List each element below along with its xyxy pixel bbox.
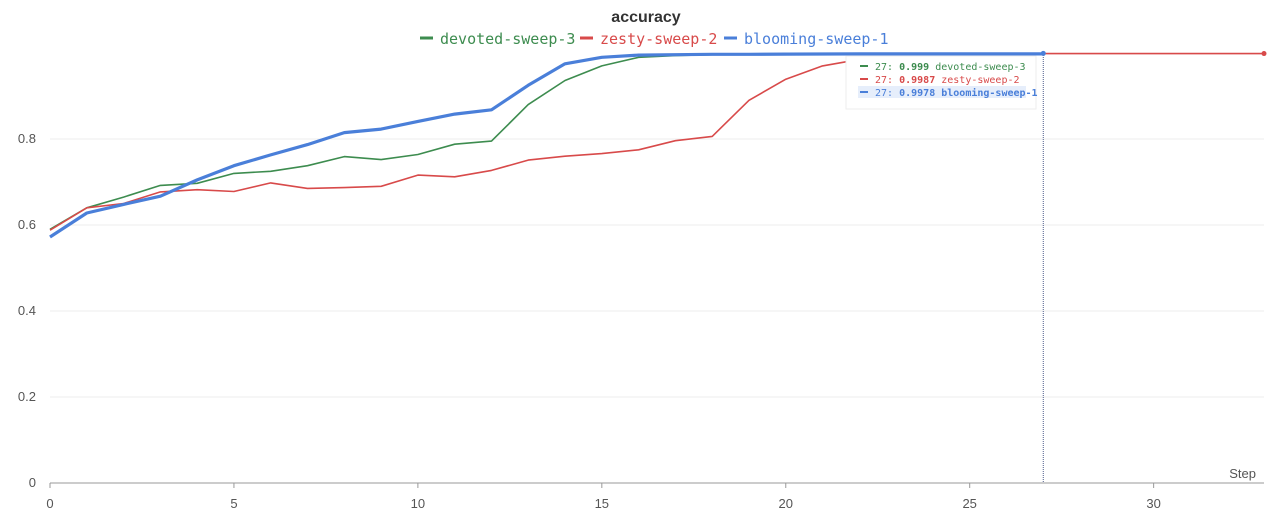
y-tick-label: 0 — [29, 475, 36, 490]
x-tick-label: 5 — [230, 496, 237, 511]
tooltip-entry: 27: 0.999 devoted-sweep-3 — [875, 62, 1026, 73]
tooltip-box — [845, 55, 1037, 110]
grid-lines — [50, 138, 1264, 398]
y-tick-label: 0.2 — [18, 389, 36, 404]
series-line-zesty-sweep-2[interactable] — [49, 52, 1264, 231]
hover-layer: 27: 0.999 devoted-sweep-3 27: 0.9987 zest… — [845, 50, 1267, 483]
chart-legend: devoted-sweep-3 zesty-sweep-2 blooming-swe… — [420, 30, 889, 48]
legend-entry[interactable]: blooming-sweep-1 — [744, 30, 889, 48]
x-tick-label: 25 — [962, 496, 976, 511]
series-line-blooming-sweep-1[interactable] — [49, 52, 1044, 239]
series-end-point — [1261, 51, 1267, 57]
x-tick-label: 20 — [779, 496, 793, 511]
x-axis-label: Step — [1229, 466, 1256, 481]
series-layer — [49, 52, 1264, 239]
tooltip-entry: 27: 0.9978 blooming-sweep-1 — [875, 87, 1038, 99]
y-tick-label: 0.8 — [18, 131, 36, 146]
legend-entry[interactable]: zesty-sweep-2 — [600, 30, 717, 48]
hover-point — [1040, 50, 1046, 56]
x-tick-label: 0 — [46, 496, 53, 511]
x-tick-label: 15 — [595, 496, 609, 511]
legend-entry[interactable]: devoted-sweep-3 — [440, 30, 575, 48]
tooltip-entry: 27: 0.9987 zesty-sweep-2 — [875, 75, 1020, 86]
chart-title: accuracy — [611, 9, 680, 26]
y-tick-label: 0.6 — [18, 217, 36, 232]
tooltip-highlight — [858, 86, 1026, 98]
axes: 0 0.2 0.4 0.6 0.8 0 5 10 15 20 25 30 — [18, 131, 1264, 511]
x-tick-label: 10 — [411, 496, 425, 511]
hover-tooltip: 27: 0.999 devoted-sweep-3 27: 0.9987 zest… — [845, 55, 1038, 110]
y-tick-label: 0.4 — [18, 303, 36, 318]
x-tick-label: 30 — [1146, 496, 1160, 511]
